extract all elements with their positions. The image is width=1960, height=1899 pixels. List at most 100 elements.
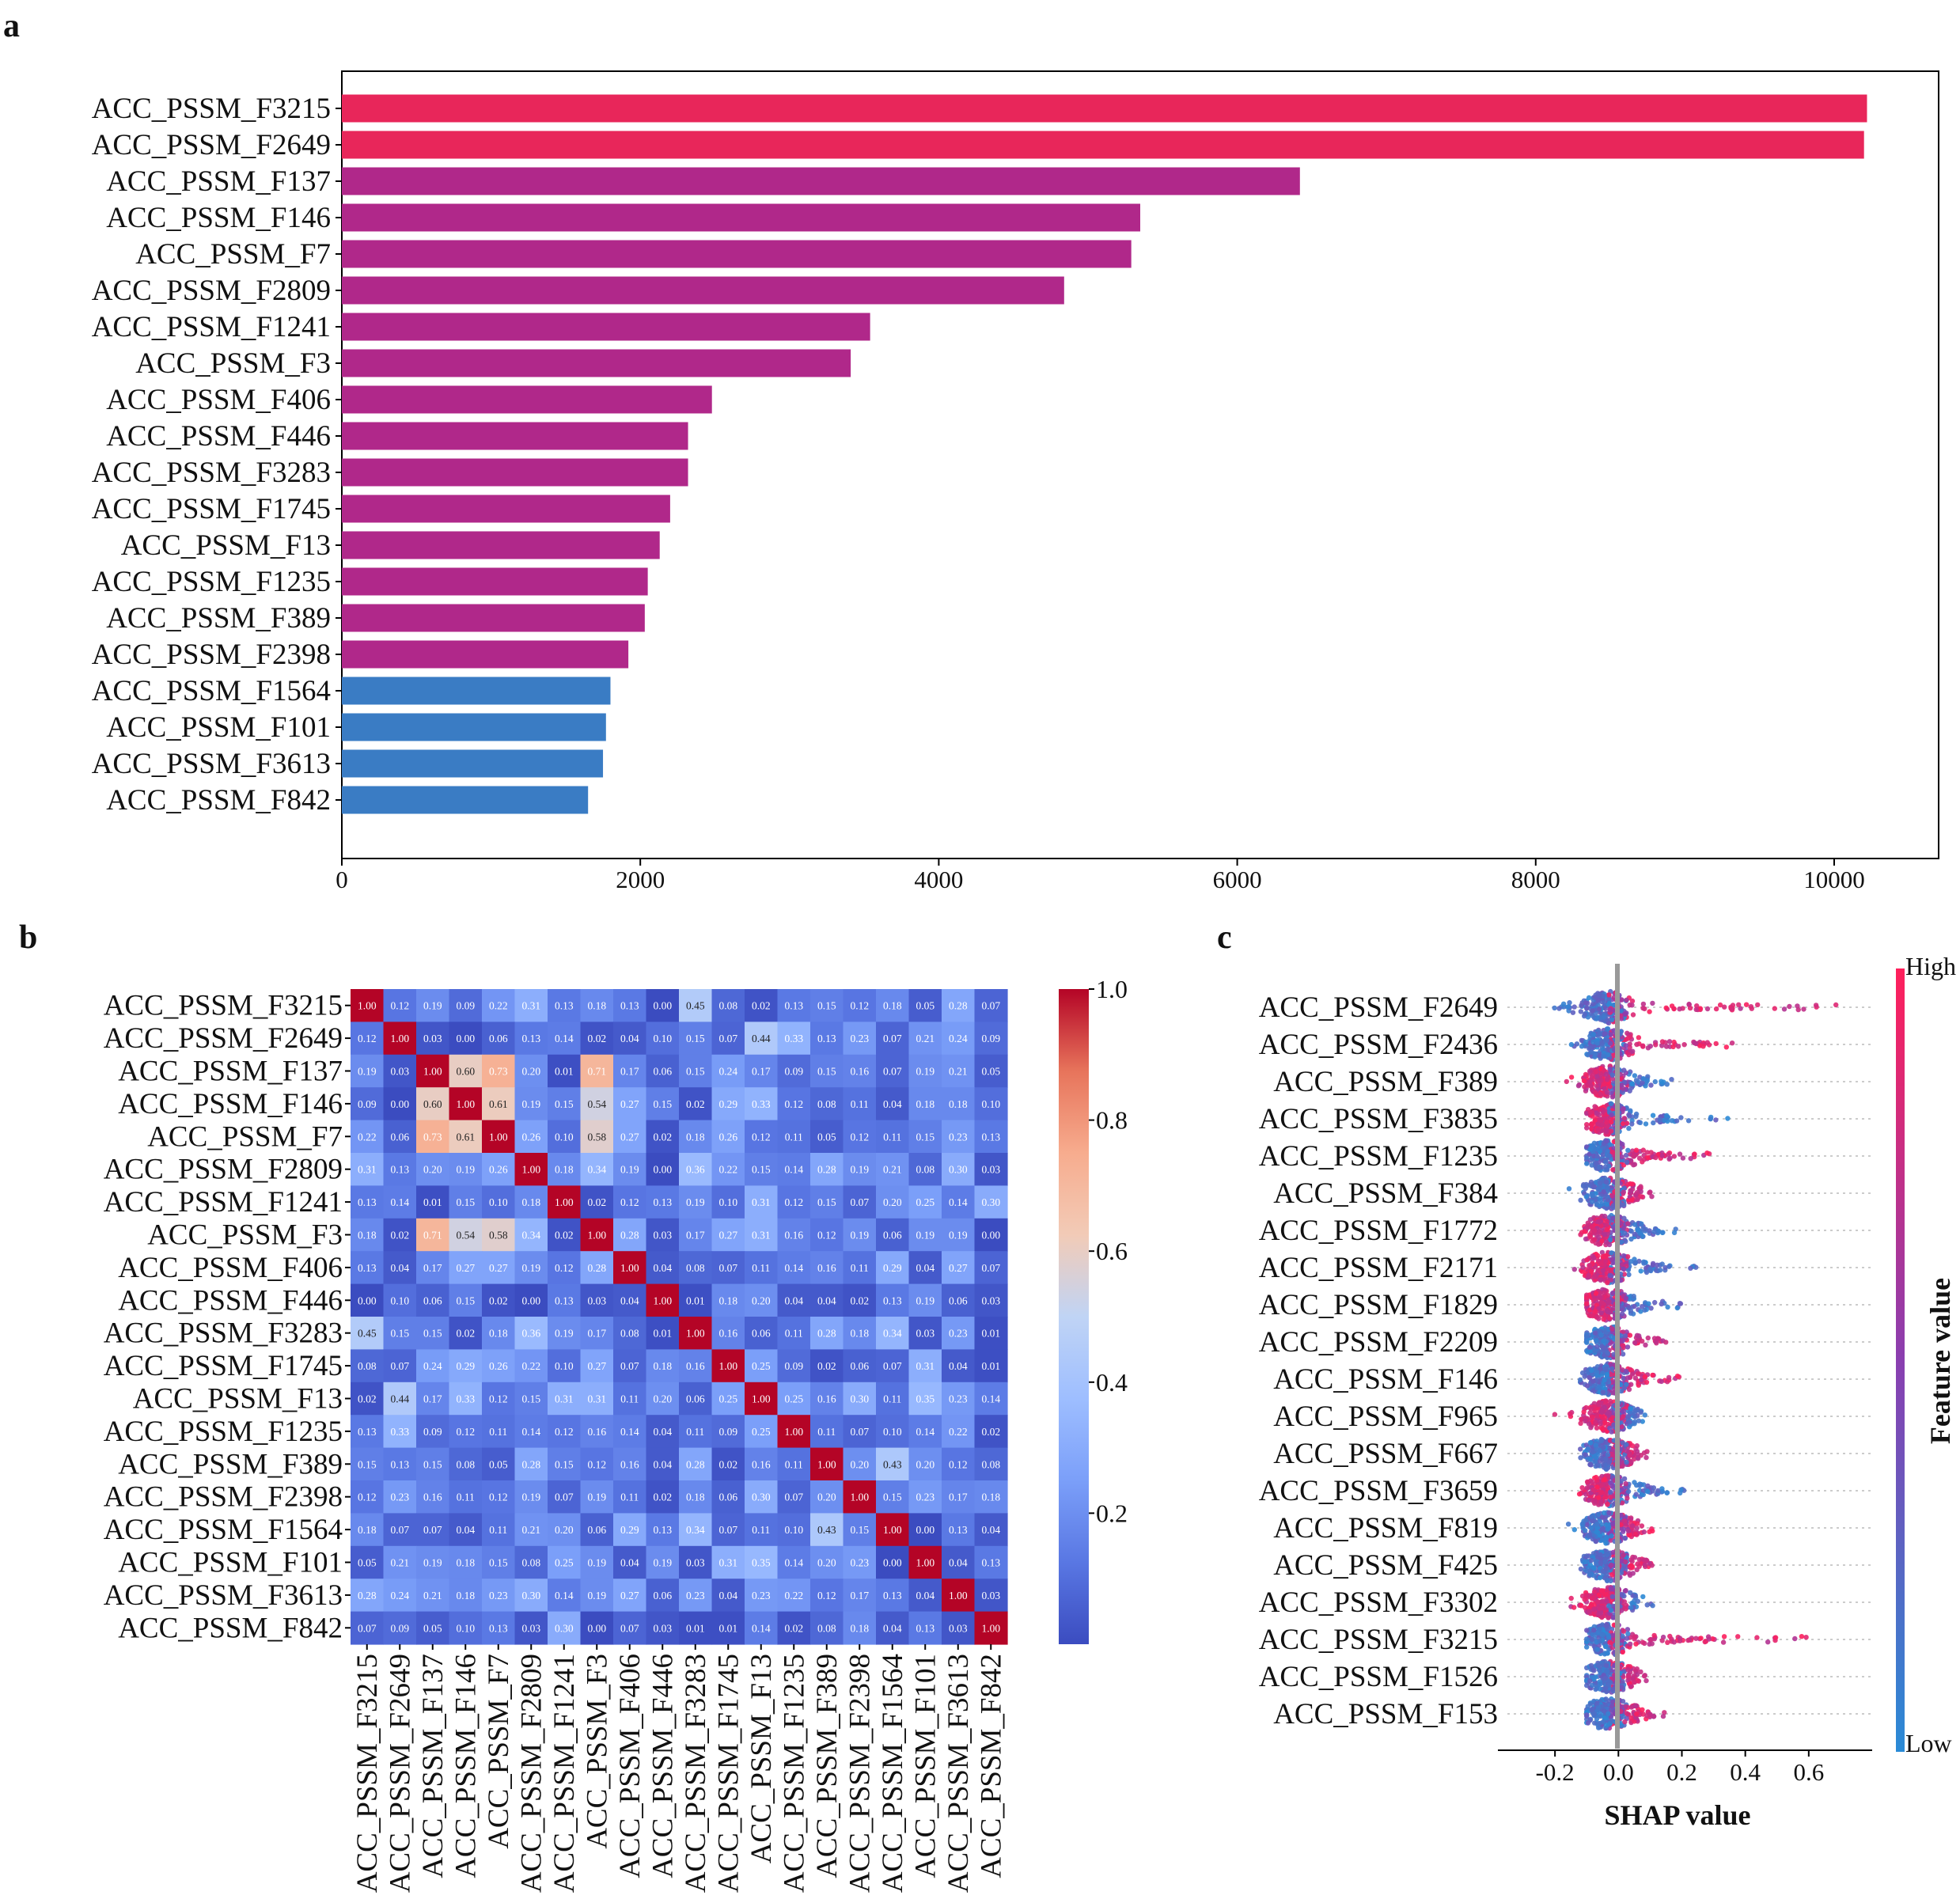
heatmap-cell bbox=[908, 1545, 942, 1579]
heatmap-cell bbox=[908, 1447, 942, 1481]
heatmap-cell bbox=[777, 1022, 811, 1056]
heatmap-cell bbox=[449, 1349, 483, 1383]
shap-point bbox=[1622, 1535, 1628, 1541]
heatmap-cell bbox=[679, 1611, 713, 1645]
heatmap-cell-value: 0.13 bbox=[620, 1000, 639, 1012]
heatmap-cell bbox=[777, 1283, 811, 1317]
heatmap-cell-value: 0.12 bbox=[489, 1492, 508, 1503]
heatmap-cell-value: 0.31 bbox=[916, 1360, 935, 1372]
heatmap-cell bbox=[810, 1513, 844, 1547]
shap-point bbox=[1586, 1497, 1592, 1503]
heatmap-cell-value: 1.00 bbox=[916, 1557, 935, 1569]
heatmap-cell-value: 0.15 bbox=[686, 1033, 705, 1044]
shap-point bbox=[1621, 1011, 1628, 1018]
bar bbox=[342, 276, 1064, 305]
heatmap-cell bbox=[351, 1545, 385, 1579]
heatmap-cell-value: 0.23 bbox=[489, 1590, 508, 1601]
shap-point bbox=[1664, 1082, 1670, 1087]
shap-point bbox=[1651, 1485, 1657, 1491]
shap-point bbox=[1686, 1001, 1692, 1007]
heatmap-cell-value: 0.01 bbox=[718, 1622, 737, 1634]
shap-point bbox=[1589, 1367, 1594, 1374]
shap-point bbox=[1592, 1330, 1598, 1336]
shap-point bbox=[1671, 1039, 1677, 1045]
shap-point bbox=[1787, 1003, 1792, 1010]
heatmap-cell bbox=[646, 1415, 680, 1449]
heatmap-cell bbox=[580, 1087, 614, 1121]
shap-point bbox=[1634, 1189, 1640, 1196]
shap-point bbox=[1620, 1311, 1625, 1317]
shap-point bbox=[1579, 1044, 1585, 1049]
shap-point bbox=[1626, 1125, 1632, 1131]
shap-point bbox=[1636, 1564, 1642, 1569]
heatmap-cell-value: 0.13 bbox=[555, 1000, 574, 1012]
heatmap-cell-value: 0.04 bbox=[883, 1098, 902, 1110]
heatmap-col-label: ACC_PSSM_F2649 bbox=[384, 1654, 416, 1893]
shap-point bbox=[1629, 1443, 1636, 1449]
shap-point bbox=[1624, 1375, 1631, 1381]
heatmap-cell bbox=[449, 1382, 483, 1416]
heatmap-cell bbox=[580, 1382, 614, 1416]
shap-point bbox=[1594, 1522, 1600, 1527]
shap-feature-label: ACC_PSSM_F384 bbox=[1273, 1177, 1498, 1210]
heatmap-cell bbox=[646, 1022, 680, 1056]
heatmap-cell bbox=[745, 1087, 779, 1121]
heatmap-cell bbox=[745, 1611, 779, 1645]
heatmap-cell bbox=[876, 1054, 910, 1088]
heatmap-cell bbox=[974, 1382, 1008, 1416]
heatmap-cell-value: 0.33 bbox=[456, 1393, 475, 1405]
heatmap-cell-value: 0.43 bbox=[883, 1458, 902, 1470]
shap-point bbox=[1634, 1443, 1640, 1449]
heatmap-cell bbox=[613, 1153, 647, 1186]
heatmap-cell-value: 0.03 bbox=[981, 1590, 1000, 1601]
heatmap-cell bbox=[908, 1611, 942, 1645]
shap-point bbox=[1624, 1030, 1630, 1037]
heatmap-cell-value: 0.44 bbox=[390, 1393, 409, 1405]
shap-point bbox=[1590, 1378, 1596, 1384]
heatmap-cell-value: 0.10 bbox=[653, 1033, 672, 1044]
heatmap-row-label: ACC_PSSM_F3613 bbox=[104, 1579, 343, 1612]
heatmap-cell-value: 1.00 bbox=[555, 1196, 574, 1208]
shap-point bbox=[1609, 1119, 1614, 1125]
heatmap-cell bbox=[416, 1349, 450, 1383]
shap-point bbox=[1583, 1071, 1589, 1078]
heatmap-cell bbox=[482, 1545, 516, 1579]
shap-point bbox=[1633, 1147, 1640, 1153]
heatmap-cell-value: 0.25 bbox=[752, 1426, 771, 1438]
heatmap-cell bbox=[843, 1513, 877, 1547]
y-tick-label: ACC_PSSM_F389 bbox=[106, 602, 331, 635]
heatmap-cell bbox=[383, 1054, 417, 1088]
heatmap-cell-value: 0.03 bbox=[916, 1328, 935, 1340]
shap-point bbox=[1571, 1004, 1577, 1010]
shap-point bbox=[1643, 1557, 1649, 1564]
heatmap-cell bbox=[449, 1283, 483, 1317]
heatmap-cell-value: 0.10 bbox=[456, 1622, 475, 1634]
heatmap-col-label: ACC_PSSM_F3215 bbox=[351, 1654, 384, 1893]
heatmap-cell-value: 0.01 bbox=[981, 1328, 1000, 1340]
y-tick-label: ACC_PSSM_F1564 bbox=[92, 675, 331, 707]
shap-point bbox=[1592, 1348, 1598, 1354]
heatmap-cell-value: 1.00 bbox=[817, 1458, 836, 1470]
heatmap-cell-value: 0.36 bbox=[686, 1164, 705, 1176]
heatmap-cell-value: 0.17 bbox=[423, 1262, 442, 1274]
heatmap-cell-value: 0.08 bbox=[620, 1328, 639, 1340]
shap-point bbox=[1795, 1006, 1801, 1013]
shap-point bbox=[1575, 1083, 1582, 1089]
shap-point bbox=[1602, 1006, 1608, 1011]
heatmap-cell bbox=[613, 1513, 647, 1547]
heatmap-cell-value: 0.02 bbox=[555, 1230, 574, 1241]
shap-point bbox=[1674, 1118, 1680, 1124]
heatmap-cell-value: 0.04 bbox=[653, 1426, 672, 1438]
heatmap-cell-value: 0.30 bbox=[949, 1164, 968, 1176]
heatmap-cell bbox=[777, 1611, 811, 1645]
shap-point bbox=[1597, 1229, 1602, 1234]
heatmap-cell bbox=[843, 1218, 877, 1252]
heatmap-row-label: ACC_PSSM_F7 bbox=[147, 1120, 343, 1153]
shap-point bbox=[1599, 1514, 1606, 1520]
heatmap-cell-value: 0.27 bbox=[587, 1360, 606, 1372]
heatmap-cell-value: 0.17 bbox=[620, 1066, 639, 1078]
heatmap-cell-value: 0.15 bbox=[817, 1066, 836, 1078]
heatmap-cell bbox=[843, 989, 877, 1022]
heatmap-cell bbox=[777, 1447, 811, 1481]
shap-point bbox=[1640, 1080, 1645, 1086]
